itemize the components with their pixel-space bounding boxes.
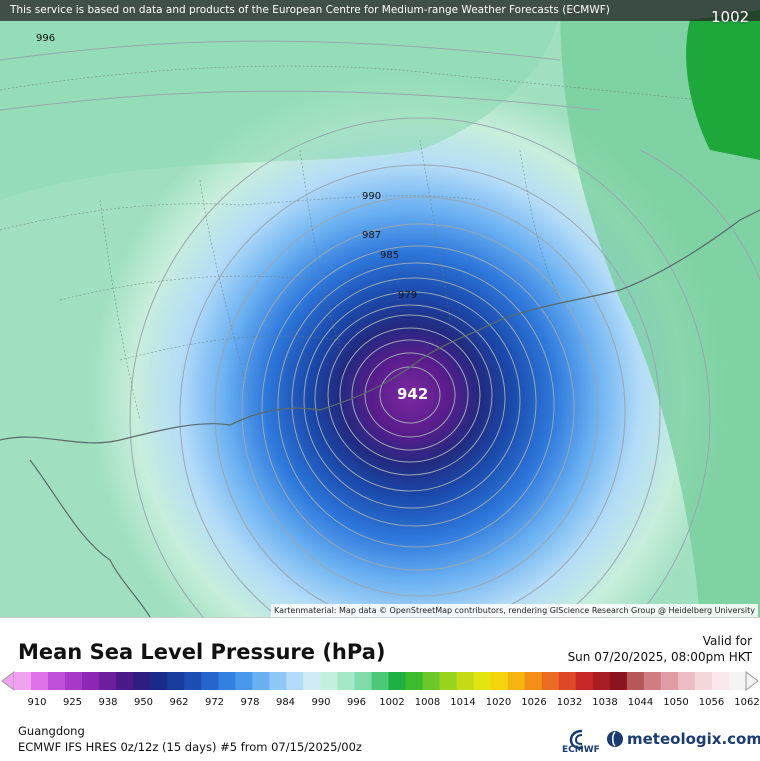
colorbar-arrow-high	[745, 671, 759, 691]
isobar-lines	[0, 40, 760, 617]
ecmwf-logo	[569, 729, 583, 750]
map-canvas	[0, 0, 760, 617]
high-pressure-zone-east	[560, 0, 760, 617]
colorbar-tick-label: 910	[27, 697, 47, 708]
admin-borders	[0, 65, 701, 421]
colorbar-swatch	[660, 672, 679, 690]
colorbar-tick-label: 938	[98, 697, 118, 708]
colorbar-swatch	[524, 672, 543, 690]
colorbar-swatch	[592, 672, 611, 690]
colorbar-swatch	[65, 672, 83, 690]
attribution-banner: This service is based on data and produc…	[0, 0, 760, 21]
colorbar-tick-label: 1044	[627, 697, 654, 708]
colorbar-swatch	[269, 672, 287, 690]
colorbar-swatch	[558, 672, 577, 690]
colorbar-tick-label: 950	[133, 697, 154, 708]
colorbar-swatch	[14, 672, 32, 690]
colorbar-swatch	[643, 672, 662, 690]
colorbar-swatch	[218, 672, 236, 690]
colorbar-swatch	[490, 672, 509, 690]
coastline	[0, 209, 760, 444]
colorbar-swatch	[150, 672, 168, 690]
pressure-map: This service is based on data and produc…	[0, 0, 760, 617]
colorbar-swatch	[507, 672, 526, 690]
colorbar-swatch	[575, 672, 594, 690]
isobar-label: 985	[380, 250, 400, 261]
colorbar-swatch	[388, 672, 407, 690]
valid-label: Valid for	[702, 634, 752, 648]
cyclone-center-label: 942	[397, 385, 429, 403]
colorbar-tick-label: 1026	[521, 697, 547, 708]
colorbar-swatch	[694, 672, 713, 690]
meteologix-brand[interactable]: meteologix.com	[627, 730, 760, 748]
ecmwf-logo-text: ECMWF	[562, 745, 600, 755]
colorbar-swatch	[711, 672, 730, 690]
isobar-label: 996	[36, 33, 56, 44]
colorbar-swatch	[422, 672, 441, 690]
colorbar-tick-label: 1014	[450, 697, 476, 708]
colorbar-tick-label: 984	[275, 697, 296, 708]
colorbar-tick-label: 1038	[592, 697, 618, 708]
colorbar-swatch	[609, 672, 628, 690]
colorbar-swatch	[473, 672, 492, 690]
pressure-colorbar	[1, 671, 759, 691]
isobar-label: 1002	[711, 8, 750, 26]
colorbar-swatch	[354, 672, 372, 690]
colorbar-swatch	[677, 672, 696, 690]
colorbar-swatch	[116, 672, 134, 690]
colorbar-tick-label: 990	[311, 697, 331, 708]
legend-title: Mean Sea Level Pressure (hPa)	[18, 640, 386, 664]
colorbar-swatch	[99, 672, 117, 690]
colorbar-swatch	[235, 672, 253, 690]
colorbar-swatch	[456, 672, 475, 690]
colorbar-swatch	[337, 672, 355, 690]
colorbar-tick-label: 972	[204, 697, 225, 708]
colorbar-swatch	[167, 672, 185, 690]
isobar-label: 987	[362, 230, 382, 241]
region-name: Guangdong	[18, 724, 85, 738]
colorbar-swatch	[371, 672, 390, 690]
coastline-west	[29, 459, 151, 617]
colorbar-swatch	[252, 672, 270, 690]
colorbar-tick-label: 1002	[379, 697, 405, 708]
colorbar-swatch	[286, 672, 304, 690]
colorbar-swatch	[541, 672, 560, 690]
colorbar-swatch	[728, 672, 747, 690]
colorbar-tick-label: 962	[169, 697, 189, 708]
colorbar-swatch	[320, 672, 338, 690]
model-info: ECMWF IFS HRES 0z/12z (15 days) #5 from …	[18, 740, 362, 754]
valid-time: Sun 07/20/2025, 08:00pm HKT	[567, 650, 752, 664]
colorbar-tick-label: 1008	[414, 697, 441, 708]
colorbar-tick-label: 1032	[556, 697, 583, 708]
northern-band	[0, 0, 560, 200]
isobar-label: 979	[398, 290, 418, 301]
colorbar-arrow-low	[1, 671, 15, 691]
colorbar-tick-label: 978	[240, 697, 260, 708]
colorbar-swatch	[82, 672, 100, 690]
isobar-label: 990	[362, 191, 382, 202]
map-credit: Kartenmaterial: Map data © OpenStreetMap…	[270, 604, 758, 617]
colorbar-tick-label: 1050	[663, 697, 689, 708]
colorbar-tick-label: 1062	[734, 697, 760, 708]
colorbar-tick-label: 925	[62, 697, 83, 708]
high-pressure-core-ne	[686, 10, 760, 160]
colorbar-swatch	[133, 672, 151, 690]
colorbar-swatch	[405, 672, 424, 690]
colorbar-tick-label: 996	[346, 697, 367, 708]
meteologix-logo-icon	[607, 731, 623, 747]
colorbar-swatch	[626, 672, 645, 690]
colorbar-swatch	[303, 672, 321, 690]
colorbar-swatch	[184, 672, 202, 690]
colorbar-tick-label: 1020	[485, 697, 512, 708]
colorbar-swatch	[31, 672, 49, 690]
colorbar-tick-label: 1056	[698, 697, 725, 708]
colorbar-swatch	[439, 672, 458, 690]
colorbar-swatch	[48, 672, 66, 690]
colorbar-swatch	[201, 672, 219, 690]
